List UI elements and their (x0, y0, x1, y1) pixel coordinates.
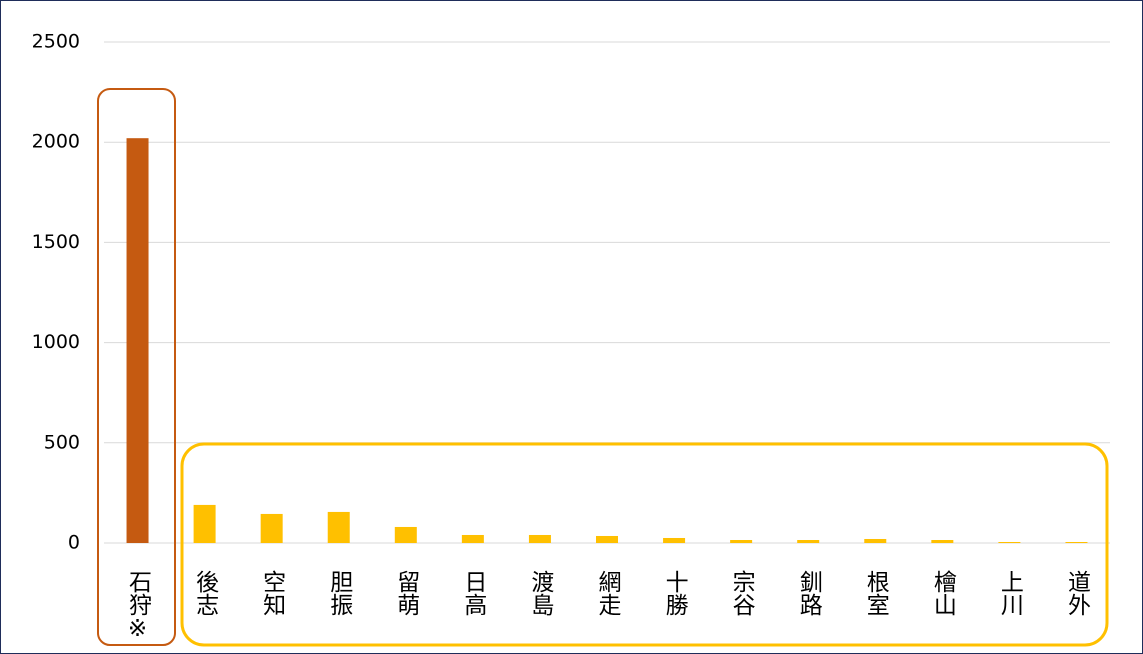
bar (797, 539, 820, 543)
bar (193, 504, 216, 543)
x-tick-label: 留萌 (393, 570, 420, 616)
x-tick-label: 石狩※ (125, 570, 153, 642)
x-tick-label: 空知 (259, 570, 287, 616)
highlight-box (97, 88, 176, 646)
bar (528, 534, 551, 543)
highlight-box (180, 442, 1109, 647)
bar (394, 526, 417, 543)
bar (663, 537, 686, 543)
bar (260, 513, 283, 543)
y-tick-label: 2000 (32, 131, 80, 153)
bar (998, 541, 1021, 543)
x-tick-label: 十勝 (661, 570, 689, 616)
bar (1065, 541, 1088, 543)
x-tick-label: 渡島 (527, 570, 555, 616)
bar (461, 534, 484, 543)
x-tick-label: 日高 (460, 570, 487, 616)
bar (327, 511, 350, 543)
y-tick-label: 500 (44, 431, 80, 453)
x-tick-label: 檜山 (929, 570, 957, 616)
x-tick-label: 胆振 (326, 570, 354, 616)
bar (126, 138, 149, 543)
x-tick-label: 上川 (996, 570, 1024, 616)
y-tick-label: 1500 (32, 231, 80, 253)
x-tick-label: 後志 (192, 570, 220, 616)
x-tick-label: 釧路 (795, 570, 823, 616)
x-tick-label: 根室 (862, 570, 890, 616)
x-tick-label: 宗谷 (728, 570, 756, 616)
bar (596, 535, 618, 543)
bar (931, 539, 954, 543)
x-tick-label: 網走 (594, 570, 622, 616)
bar (730, 539, 753, 543)
y-tick-label: 1000 (32, 331, 80, 353)
y-tick-label: 2500 (32, 31, 80, 53)
bar (864, 538, 887, 543)
x-tick-label: 道外 (1063, 570, 1091, 616)
y-tick-label: 0 (68, 532, 80, 554)
